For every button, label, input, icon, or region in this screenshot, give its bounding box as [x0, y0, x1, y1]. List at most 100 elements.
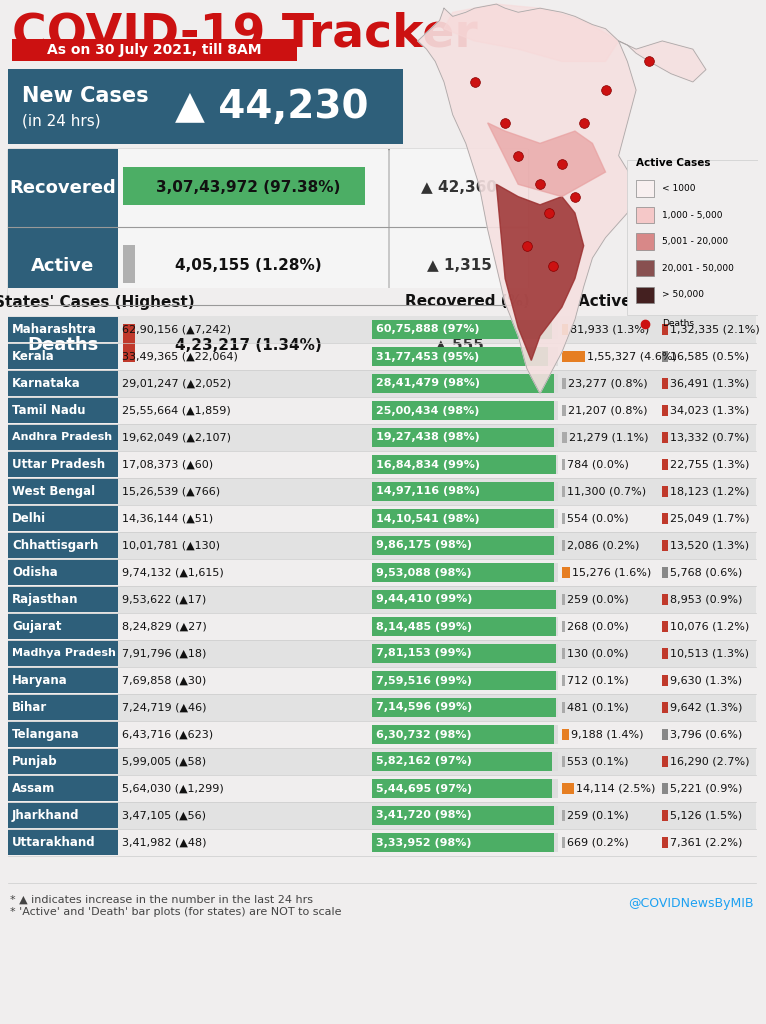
- Bar: [662, 324, 668, 335]
- Text: Active (%): Active (%): [578, 295, 666, 309]
- Bar: [372, 482, 554, 501]
- Text: 7,59,516 (99%): 7,59,516 (99%): [376, 676, 472, 685]
- Text: Uttarakhand: Uttarakhand: [12, 836, 96, 849]
- Bar: [562, 567, 570, 578]
- Text: 19,62,049 (▲2,107): 19,62,049 (▲2,107): [122, 432, 231, 442]
- Text: Bihar: Bihar: [12, 701, 47, 714]
- Text: Chhattisgarh: Chhattisgarh: [12, 539, 98, 552]
- Bar: [372, 482, 558, 501]
- Text: COVID-19 Tracker: COVID-19 Tracker: [12, 11, 478, 56]
- Bar: [8, 722, 118, 746]
- Bar: [662, 594, 668, 605]
- Bar: [8, 802, 756, 829]
- Bar: [562, 406, 566, 416]
- Text: 14,97,116 (98%): 14,97,116 (98%): [376, 486, 480, 497]
- Text: 16,84,834 (99%): 16,84,834 (99%): [376, 460, 480, 469]
- Polygon shape: [417, 4, 636, 393]
- Bar: [372, 698, 558, 717]
- Bar: [372, 617, 556, 636]
- Bar: [562, 675, 565, 686]
- Text: Gujarat: Gujarat: [12, 620, 61, 633]
- Bar: [8, 317, 118, 342]
- Bar: [662, 513, 668, 524]
- Bar: [8, 316, 756, 343]
- Text: 16,585 (0.5%): 16,585 (0.5%): [670, 351, 749, 361]
- Text: 9,53,088 (98%): 9,53,088 (98%): [376, 567, 472, 578]
- Polygon shape: [444, 4, 619, 61]
- Text: 23,277 (0.8%): 23,277 (0.8%): [568, 379, 647, 388]
- Text: 16,290 (2.7%): 16,290 (2.7%): [670, 757, 749, 767]
- Bar: [562, 810, 565, 821]
- Bar: [372, 590, 556, 609]
- Text: 9,188 (1.4%): 9,188 (1.4%): [571, 729, 643, 739]
- Bar: [8, 478, 756, 505]
- Text: Telangana: Telangana: [12, 728, 80, 741]
- Bar: [8, 748, 756, 775]
- Bar: [372, 455, 556, 474]
- Bar: [8, 641, 118, 666]
- Bar: [118, 227, 388, 305]
- Text: 14,36,144 (▲51): 14,36,144 (▲51): [122, 513, 213, 523]
- Text: 3,41,982 (▲48): 3,41,982 (▲48): [122, 838, 207, 848]
- Text: 5,001 - 20,000: 5,001 - 20,000: [663, 238, 728, 246]
- Text: > 50,000: > 50,000: [663, 291, 704, 299]
- Bar: [562, 513, 565, 524]
- Text: Punjab: Punjab: [12, 755, 57, 768]
- Text: New Cases: New Cases: [22, 86, 149, 106]
- Text: 3,47,105 (▲56): 3,47,105 (▲56): [122, 811, 206, 820]
- Bar: [562, 783, 574, 794]
- Bar: [636, 207, 653, 223]
- Bar: [8, 343, 756, 370]
- Text: 60,75,888 (97%): 60,75,888 (97%): [376, 325, 480, 335]
- Bar: [562, 351, 585, 362]
- Bar: [662, 621, 668, 632]
- Text: States' Cases (Highest): States' Cases (Highest): [0, 295, 195, 309]
- Text: 4,05,155 (1.28%): 4,05,155 (1.28%): [175, 258, 321, 273]
- Bar: [372, 428, 558, 447]
- Bar: [562, 729, 569, 740]
- Bar: [372, 590, 558, 609]
- Text: 5,82,162 (97%): 5,82,162 (97%): [376, 757, 472, 767]
- Text: Jharkhand: Jharkhand: [12, 809, 80, 822]
- Bar: [562, 756, 565, 767]
- Bar: [372, 455, 558, 474]
- Polygon shape: [488, 123, 606, 197]
- Bar: [562, 540, 565, 551]
- Bar: [8, 640, 756, 667]
- Text: 14,114 (2.5%): 14,114 (2.5%): [576, 783, 656, 794]
- Text: Rajasthan: Rajasthan: [12, 593, 78, 606]
- Bar: [8, 803, 118, 828]
- Text: 10,01,781 (▲130): 10,01,781 (▲130): [122, 541, 220, 551]
- Bar: [8, 306, 118, 384]
- Bar: [8, 721, 756, 748]
- Text: 21,207 (0.8%): 21,207 (0.8%): [568, 406, 647, 416]
- Bar: [123, 167, 365, 205]
- Text: 31,77,453 (95%): 31,77,453 (95%): [376, 351, 480, 361]
- Text: Kerala: Kerala: [12, 350, 54, 362]
- Bar: [372, 671, 558, 690]
- Bar: [636, 287, 653, 303]
- Text: 9,44,410 (99%): 9,44,410 (99%): [376, 595, 473, 604]
- Text: 1,32,335 (2.1%): 1,32,335 (2.1%): [670, 325, 760, 335]
- Text: ▲ 44,230: ▲ 44,230: [175, 88, 368, 126]
- Text: As on 30 July 2021, till 8AM: As on 30 July 2021, till 8AM: [47, 43, 261, 57]
- Bar: [8, 425, 118, 450]
- Bar: [662, 567, 668, 578]
- Bar: [8, 668, 118, 693]
- Bar: [662, 648, 668, 659]
- Text: 2,086 (0.2%): 2,086 (0.2%): [567, 541, 640, 551]
- Bar: [372, 401, 558, 420]
- Text: 6,43,716 (▲623): 6,43,716 (▲623): [122, 729, 213, 739]
- Bar: [372, 644, 558, 663]
- Bar: [8, 534, 118, 558]
- Text: 10,076 (1.2%): 10,076 (1.2%): [670, 622, 749, 632]
- Bar: [8, 775, 756, 802]
- Bar: [372, 698, 556, 717]
- Bar: [8, 344, 118, 369]
- Bar: [662, 756, 668, 767]
- Polygon shape: [619, 41, 706, 82]
- Text: 3,796 (0.6%): 3,796 (0.6%): [670, 729, 742, 739]
- Bar: [390, 150, 528, 227]
- Text: 7,24,719 (▲46): 7,24,719 (▲46): [122, 702, 207, 713]
- Text: Assam: Assam: [12, 782, 55, 795]
